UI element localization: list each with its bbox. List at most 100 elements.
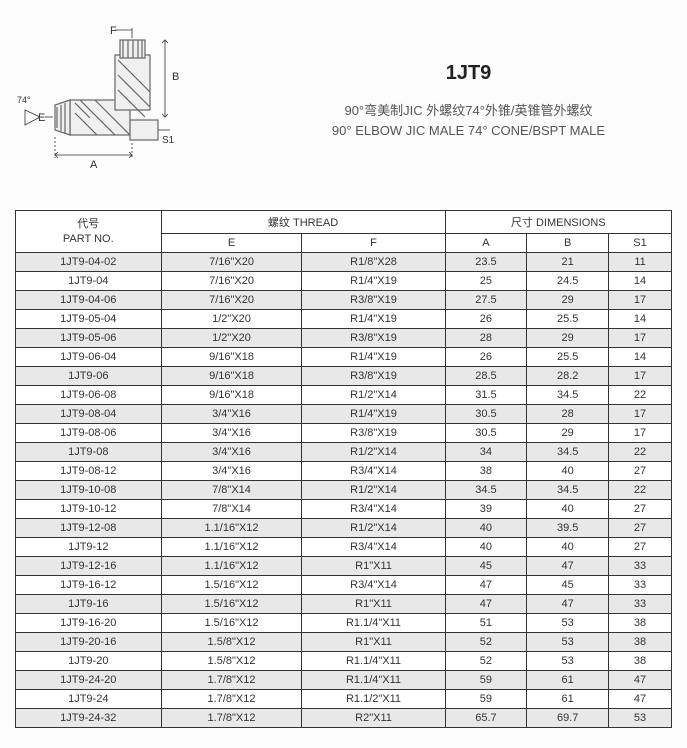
table-cell: R1/2"X14 [302,443,445,462]
table-cell: 38 [609,652,672,671]
table-cell: 33 [609,595,672,614]
table-cell: 34.5 [527,481,609,500]
table-row: 1JT9-04-027/16"X20R1/8"X2823.52111 [16,253,672,272]
table-cell: 17 [609,291,672,310]
table-cell: 51 [445,614,527,633]
table-cell: 1JT9-12-08 [16,519,162,538]
table-cell: 7/16"X20 [161,291,302,310]
table-row: 1JT9-10-127/8"X14R3/4"X14394027 [16,500,672,519]
table-cell: 53 [527,633,609,652]
table-cell: 1.1/16"X12 [161,538,302,557]
table-cell: R2"X11 [302,709,445,728]
table-row: 1JT9-241.7/8"X12R1.1/2"X11596147 [16,690,672,709]
table-cell: 17 [609,367,672,386]
table-cell: R1/2"X14 [302,519,445,538]
table-cell: 3/4"X16 [161,462,302,481]
table-cell: 40 [445,519,527,538]
table-cell: 3/4"X16 [161,405,302,424]
description-chinese: 90°弯美制JIC 外螺纹74°外锥/英锥管外螺纹 [265,100,672,119]
table-cell: 1.5/8"X12 [161,633,302,652]
table-row: 1JT9-04-067/16"X20R3/8"X1927.52917 [16,291,672,310]
table-cell: 34.5 [445,481,527,500]
table-row: 1JT9-08-123/4"X16R3/4"X14384027 [16,462,672,481]
diagram-label-b: B [172,71,179,83]
table-cell: 7/16"X20 [161,272,302,291]
table-row: 1JT9-05-041/2"X20R1/4"X192625.514 [16,310,672,329]
table-cell: 40 [527,538,609,557]
table-row: 1JT9-06-049/16"X18R1/4"X192625.514 [16,348,672,367]
header-e: E [161,234,302,253]
table-cell: 9/16"X18 [161,367,302,386]
table-cell: 47 [445,576,527,595]
table-cell: 38 [445,462,527,481]
table-cell: 25 [445,272,527,291]
table-cell: 40 [445,538,527,557]
table-cell: 39.5 [527,519,609,538]
table-cell: 1/2"X20 [161,329,302,348]
table-cell: R3/4"X14 [302,538,445,557]
table-cell: R1/4"X19 [302,405,445,424]
table-cell: 47 [609,690,672,709]
table-cell: 53 [609,709,672,728]
table-cell: 3/4"X16 [161,443,302,462]
table-cell: 1JT9-16 [16,595,162,614]
table-cell: 7/16"X20 [161,253,302,272]
table-cell: 26 [445,310,527,329]
table-cell: 1JT9-06 [16,367,162,386]
table-cell: 69.7 [527,709,609,728]
table-cell: 11 [609,253,672,272]
table-cell: 38 [609,614,672,633]
table-cell: 33 [609,557,672,576]
table-cell: R1/4"X19 [302,310,445,329]
table-cell: R1.1/4"X11 [302,652,445,671]
table-cell: 1/2"X20 [161,310,302,329]
product-code: 1JT9 [265,62,672,85]
diagram-label-f: F [110,25,117,37]
table-cell: 28 [527,405,609,424]
table-cell: 52 [445,652,527,671]
table-cell: 22 [609,386,672,405]
table-cell: 17 [609,329,672,348]
header-f: F [302,234,445,253]
table-cell: R1/4"X19 [302,272,445,291]
table-cell: 39 [445,500,527,519]
table-cell: R1"X11 [302,595,445,614]
table-cell: 1JT9-08-12 [16,462,162,481]
table-cell: 1JT9-04-06 [16,291,162,310]
table-cell: 47 [527,557,609,576]
table-row: 1JT9-161.5/16"X12R1"X11474733 [16,595,672,614]
table-cell: 28.2 [527,367,609,386]
table-cell: R3/4"X14 [302,462,445,481]
table-cell: 52 [445,633,527,652]
table-cell: 17 [609,424,672,443]
table-row: 1JT9-06-089/16"X18R1/2"X1431.534.522 [16,386,672,405]
table-row: 1JT9-08-063/4"X16R3/8"X1930.52917 [16,424,672,443]
table-cell: 45 [527,576,609,595]
table-row: 1JT9-05-061/2"X20R3/8"X19282917 [16,329,672,348]
table-cell: R3/4"X14 [302,576,445,595]
table-cell: 34.5 [527,443,609,462]
table-cell: 29 [527,329,609,348]
table-cell: 27 [609,500,672,519]
table-row: 1JT9-20-161.5/8"X12R1"X11525338 [16,633,672,652]
table-cell: 29 [527,424,609,443]
table-cell: 1.5/16"X12 [161,595,302,614]
table-cell: 27 [609,519,672,538]
table-cell: 14 [609,348,672,367]
header-a: A [445,234,527,253]
table-cell: 24.5 [527,272,609,291]
table-cell: 22 [609,443,672,462]
header-partno: 代号 PART NO. [16,211,162,253]
diagram-label-s1: S1 [162,135,175,146]
table-cell: R3/8"X19 [302,424,445,443]
table-row: 1JT9-24-321.7/8"X12R2"X1165.769.753 [16,709,672,728]
table-cell: 1JT9-16-12 [16,576,162,595]
table-cell: 47 [445,595,527,614]
table-cell: 14 [609,272,672,291]
table-cell: 30.5 [445,424,527,443]
table-cell: 1JT9-08 [16,443,162,462]
table-cell: 53 [527,614,609,633]
table-body: 1JT9-04-027/16"X20R1/8"X2823.52111 1JT9-0… [16,253,672,728]
table-cell: R1"X11 [302,557,445,576]
table-cell: 59 [445,671,527,690]
